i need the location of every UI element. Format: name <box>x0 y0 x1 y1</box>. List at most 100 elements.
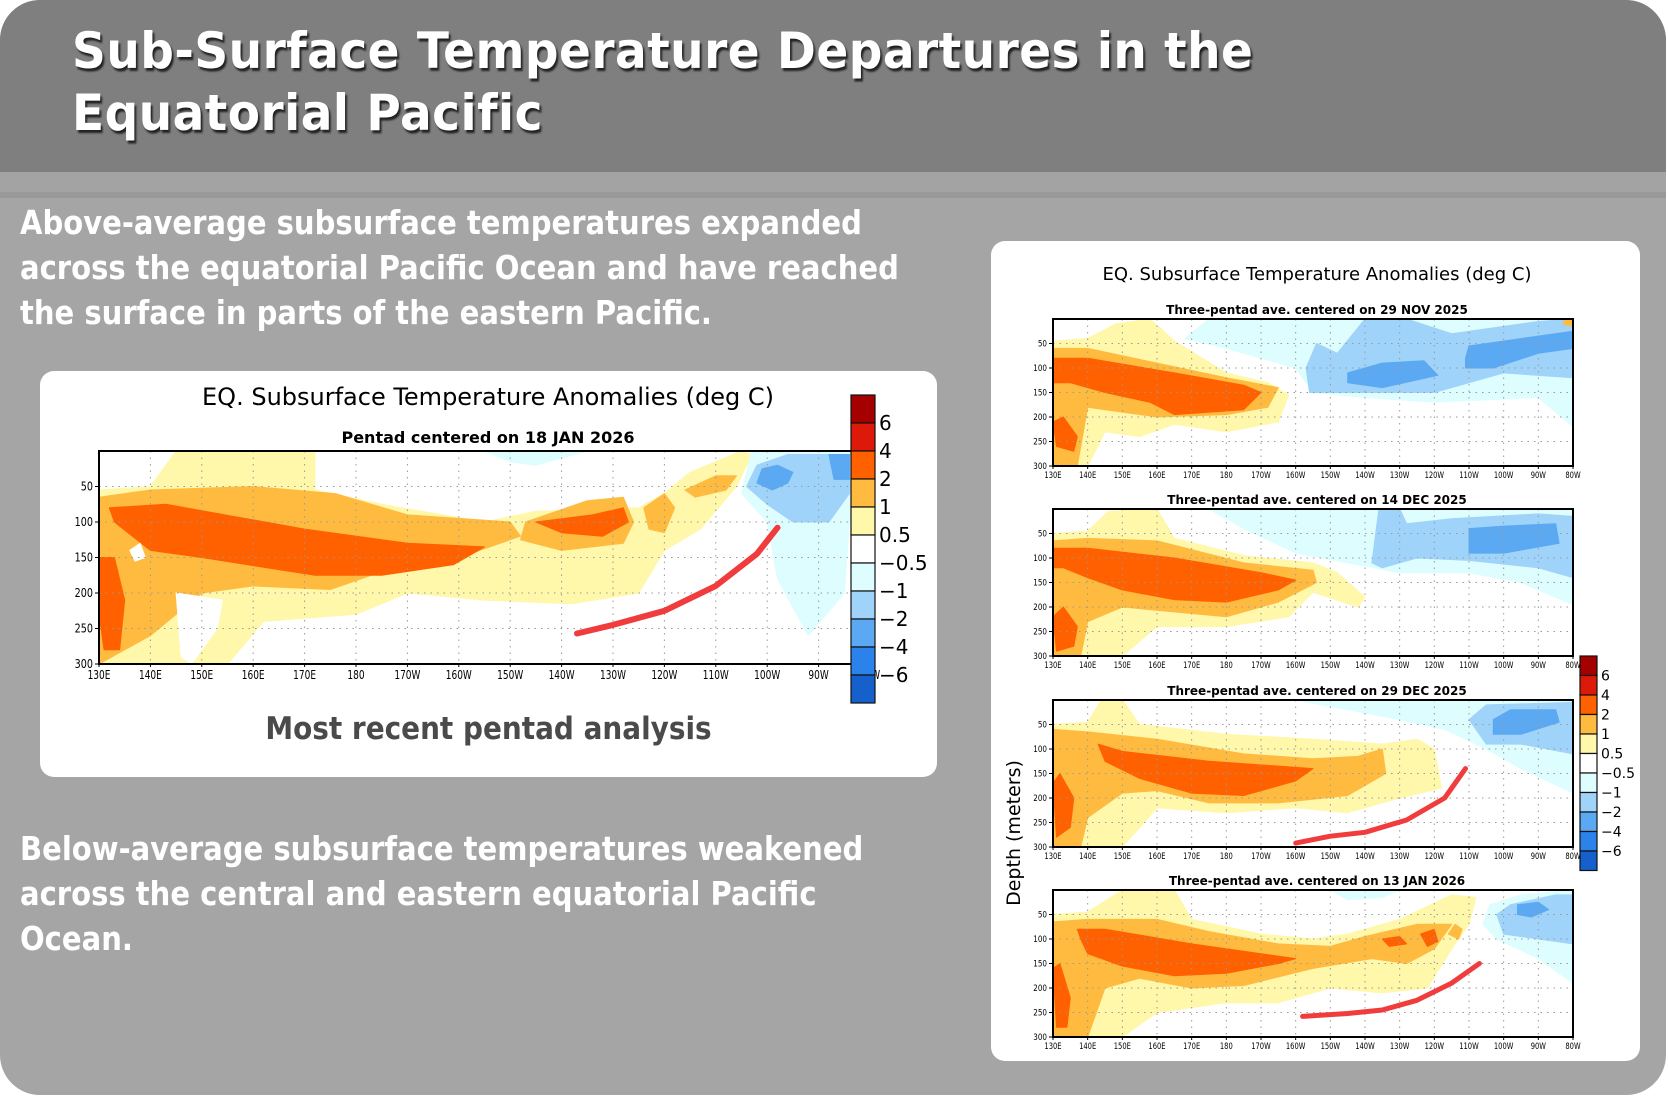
cool-anomaly-1 <box>1496 894 1573 945</box>
plot-panel: 130E 140E 150E 160E 170E 180 170W 160W 150W 140W 1… <box>75 450 881 683</box>
warm-anomaly-2 <box>1053 547 1297 603</box>
x-tick-label: 140W <box>1355 851 1375 861</box>
x-tick-label: 160E <box>1148 660 1165 670</box>
colorbar-label: −2 <box>879 607 908 631</box>
plot-panel: 130E 140E 150E 160E 170E 180 170W 160W 150W 140W 1… <box>1033 318 1581 480</box>
warm-anomaly-1 <box>643 493 676 534</box>
cool-anomaly-2 <box>1347 360 1439 389</box>
y-tick-label: 100 <box>1033 552 1047 563</box>
cool-anomaly-2 <box>1465 330 1573 369</box>
plot-panel: 130E 140E 150E 160E 170E 180 170W 160W 150W 140W 1… <box>1033 508 1581 670</box>
x-tick-label: 150E <box>1114 851 1131 861</box>
x-tick-label: 170E <box>293 669 316 683</box>
colorbar-swatch <box>1579 830 1598 852</box>
colorbar-label: −6 <box>879 663 908 687</box>
x-tick-label: 110W <box>1459 1041 1479 1051</box>
y-tick-label: 300 <box>1033 1031 1047 1042</box>
x-tick-label: 130W <box>1390 470 1410 480</box>
x-tick-label: 140E <box>139 669 162 683</box>
colorbar-label: 1 <box>879 495 892 519</box>
three-pentad-chart: EQ. Subsurface Temperature Anomalies (de… <box>1003 264 1635 1051</box>
thermocline-annotation-line <box>1300 961 1482 1019</box>
colorbar-swatch <box>1579 674 1598 696</box>
colorbar-label: 6 <box>879 411 892 435</box>
paragraph-above-average: Above-average subsurface temperatures ex… <box>20 203 899 332</box>
warm-anomaly-2 <box>1053 963 1071 1028</box>
x-tick-label: 80W <box>1565 851 1580 861</box>
x-tick-label: 160E <box>1148 851 1165 861</box>
y-tick-label: 300 <box>1033 841 1047 852</box>
colorbar-label: −0.5 <box>1601 766 1635 782</box>
colorbar-swatch <box>850 534 876 564</box>
x-tick-label: 180 <box>1220 1041 1233 1051</box>
colorbar-swatch <box>850 646 876 676</box>
header-divider <box>0 172 1666 192</box>
warm-anomaly-2 <box>535 507 629 537</box>
x-tick-label: 100W <box>1494 470 1514 480</box>
colorbar-label: −1 <box>1601 785 1622 801</box>
x-tick-label: 120W <box>1425 851 1445 861</box>
x-tick-label: 130W <box>1390 851 1410 861</box>
panel-subtitle: Three-pentad ave. centered on 29 NOV 202… <box>1166 303 1468 317</box>
colorbar-swatch <box>1579 791 1598 813</box>
warm-anomaly-2 <box>1097 743 1314 796</box>
x-tick-label: 130E <box>1044 1041 1061 1051</box>
x-tick-label: 90W <box>1531 470 1546 480</box>
y-tick-label: 250 <box>1033 626 1047 637</box>
y-tick-label: 150 <box>1033 768 1047 779</box>
x-tick-label: 150E <box>190 669 213 683</box>
cool-anomaly-2 <box>828 454 850 480</box>
x-tick-label: 180 <box>347 669 364 683</box>
chart-title: EQ. Subsurface Temperature Anomalies (de… <box>202 383 774 411</box>
y-tick-label: 100 <box>1033 362 1047 373</box>
x-tick-label: 170W <box>1251 1041 1271 1051</box>
x-tick-label: 130W <box>1390 1041 1410 1051</box>
y-tick-label: 150 <box>1033 387 1047 398</box>
colorbar-label: 6 <box>1601 668 1610 684</box>
y-tick-label: 200 <box>1033 601 1047 612</box>
colorbar: 6 4 2 1 0.5 −0.5 −1 −2 −4 −6 <box>1579 655 1635 872</box>
colorbar-swatch <box>1579 655 1598 677</box>
panel-subtitle: Three-pentad ave. centered on 29 DEC 202… <box>1167 684 1466 698</box>
latest-pentad-caption: Most recent pentad analysis <box>265 711 712 747</box>
colorbar-swatch <box>1579 752 1598 774</box>
colorbar-label: 0.5 <box>1601 746 1623 762</box>
colorbar: 6 4 2 1 0.5 −0.5 −1 −2 −4 −6 <box>850 394 928 704</box>
plot-area <box>99 451 870 664</box>
y-tick-label: 250 <box>1033 817 1047 828</box>
x-tick-label: 150W <box>1321 660 1341 670</box>
neutral-region <box>175 592 223 664</box>
x-tick-label: 110W <box>1459 851 1479 861</box>
y-axis-label: Depth (meters) <box>1003 760 1025 906</box>
warm-anomaly-2 <box>1420 928 1439 947</box>
colorbar-label: −4 <box>879 635 908 659</box>
slide-header <box>0 0 1666 172</box>
three-pentad-card: EQ. Subsurface Temperature Anomalies (de… <box>991 241 1640 1061</box>
y-tick-label: 150 <box>75 551 93 565</box>
warm-anomaly-2 <box>1381 936 1408 947</box>
colorbar-label: −0.5 <box>879 551 928 575</box>
plot-area <box>1053 509 1573 656</box>
x-tick-label: 180 <box>1220 851 1233 861</box>
slide-title: Sub-Surface Temperature Departures in th… <box>72 22 1254 142</box>
y-tick-label: 100 <box>1033 933 1047 944</box>
x-tick-label: 120W <box>1425 470 1445 480</box>
colorbar-label: 2 <box>1601 707 1610 723</box>
y-tick-label: 150 <box>1033 577 1047 588</box>
y-tick-label: 200 <box>1033 792 1047 803</box>
x-tick-label: 120W <box>1425 1041 1445 1051</box>
x-tick-label: 170E <box>1183 851 1200 861</box>
x-tick-label: 100W <box>754 669 780 683</box>
colorbar-swatch <box>850 506 876 536</box>
x-tick-label: 80W <box>1565 1041 1580 1051</box>
x-tick-label: 140W <box>1355 660 1375 670</box>
x-tick-label: 130E <box>88 669 111 683</box>
x-tick-label: 130W <box>600 669 626 683</box>
colorbar-swatch <box>850 478 876 508</box>
cool-anomaly-2 <box>1468 523 1560 554</box>
x-tick-label: 80W <box>1565 660 1580 670</box>
plot-panel: 130E 140E 150E 160E 170E 180 170W 160W 150W 140W 1… <box>1033 699 1581 861</box>
x-tick-label: 160W <box>1286 1041 1306 1051</box>
x-tick-label: 180 <box>1220 660 1233 670</box>
